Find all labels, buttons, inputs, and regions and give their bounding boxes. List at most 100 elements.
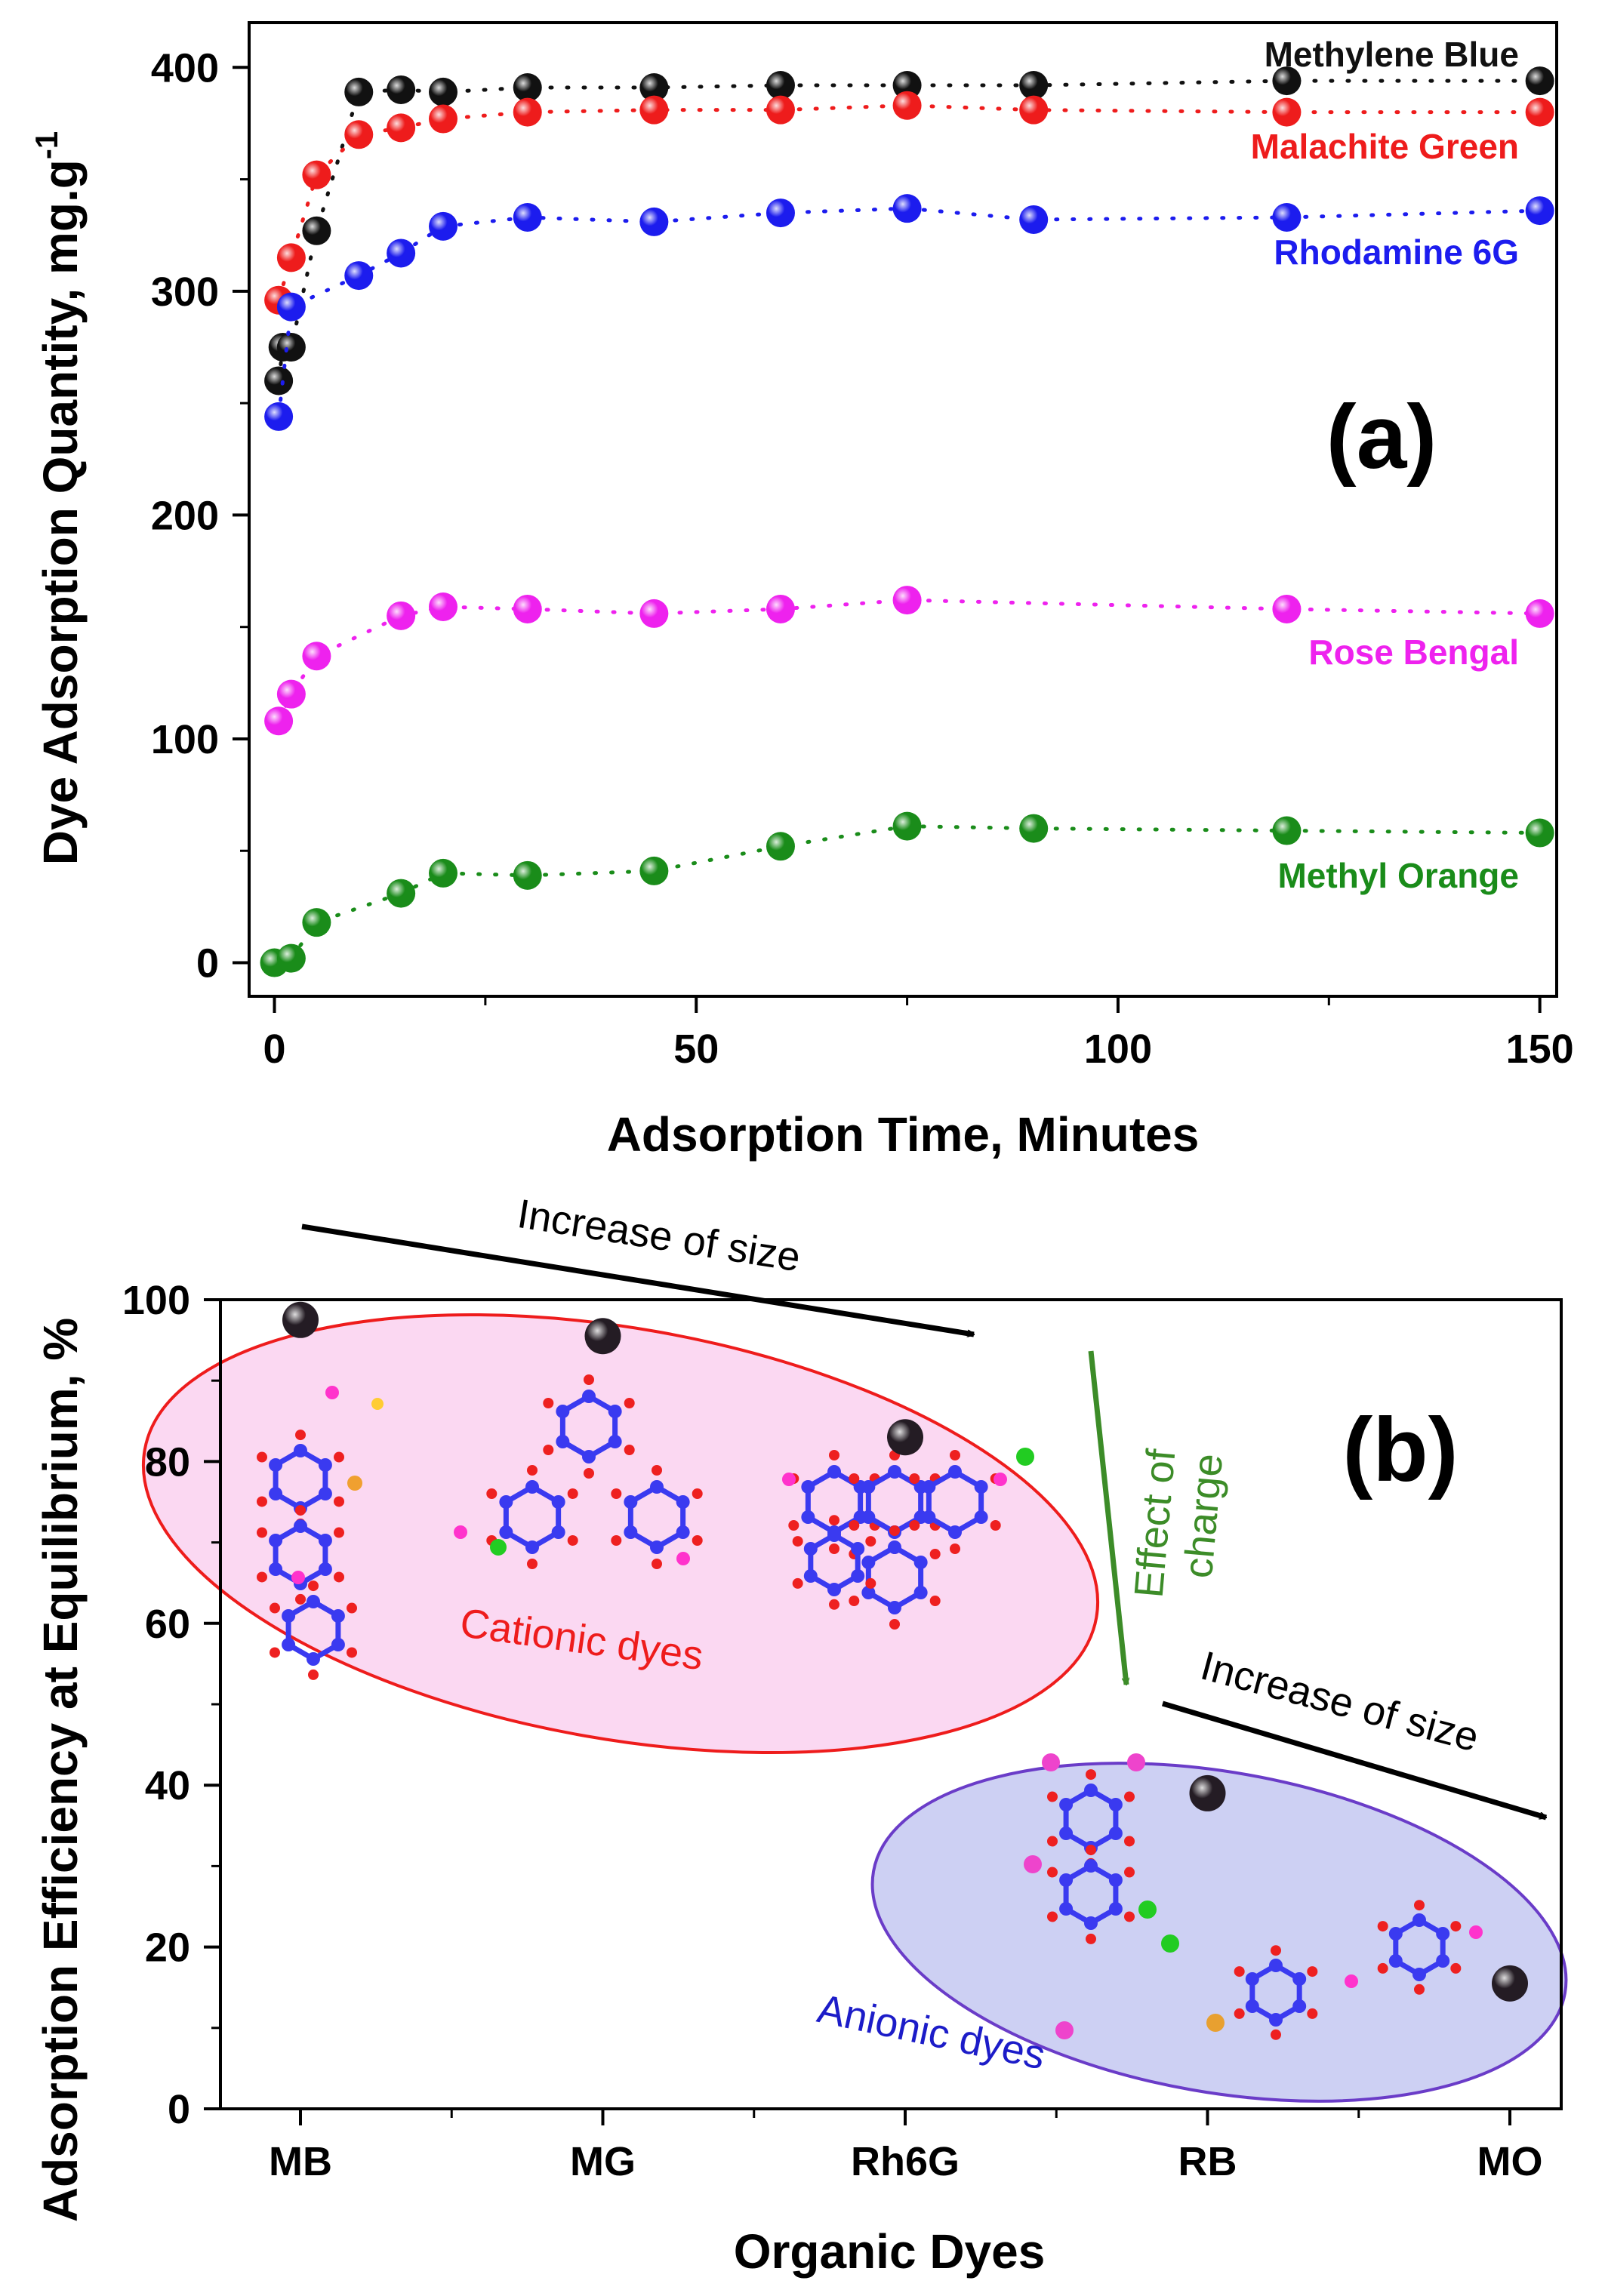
data-point-malachite-green xyxy=(639,95,669,125)
hydrogen-atom xyxy=(567,1488,578,1499)
hydrogen-atom xyxy=(1414,1900,1425,1911)
hydrogen-atom xyxy=(334,1496,345,1507)
hydrogen-atom xyxy=(652,1559,662,1569)
data-point-methyl-orange xyxy=(276,943,306,973)
hydrogen-atom xyxy=(792,1536,803,1547)
carbon-atom xyxy=(318,1562,332,1576)
panel-a-x-tick-label: 150 xyxy=(1506,1026,1574,1072)
carbon-atom xyxy=(331,1609,345,1623)
hydrogen-atom xyxy=(829,1599,839,1610)
data-point-rose-bengal xyxy=(1525,599,1554,628)
data-point-methylene-blue-highlight xyxy=(1525,66,1554,96)
data-point-methyl-orange-highlight xyxy=(429,858,458,888)
efficiency-point-rh6g xyxy=(887,1419,923,1456)
hydrogen-atom xyxy=(295,1593,306,1605)
series-rose-bengal xyxy=(264,586,1554,736)
data-point-rhodamine-6g xyxy=(264,402,294,431)
molecule-methylene-blue xyxy=(256,1386,384,1680)
carbon-atom xyxy=(269,1562,283,1576)
hydrogen-atom xyxy=(889,1619,900,1630)
data-point-methylene-blue xyxy=(513,73,542,102)
data-point-methylene-blue-highlight xyxy=(1272,66,1302,96)
carbon-atom xyxy=(282,1638,296,1651)
hetero-atom xyxy=(1042,1753,1060,1771)
panel-a-label: (a) xyxy=(1326,386,1437,488)
data-point-malachite-green-highlight xyxy=(766,95,795,125)
carbon-atom xyxy=(307,1652,320,1666)
data-point-methyl-orange xyxy=(1525,818,1554,848)
data-point-malachite-green-highlight xyxy=(1525,97,1554,127)
data-point-rhodamine-6g-highlight xyxy=(387,239,416,268)
data-point-methyl-orange xyxy=(513,860,542,890)
data-point-malachite-green xyxy=(429,104,458,134)
data-point-rhodamine-6g-highlight xyxy=(1525,196,1554,226)
carbon-atom xyxy=(1108,1798,1123,1811)
data-point-methyl-orange-highlight xyxy=(639,856,669,885)
carbon-atom xyxy=(294,1444,307,1457)
hydrogen-atom xyxy=(269,1602,280,1614)
data-point-malachite-green-highlight xyxy=(513,97,542,127)
data-point-rose-bengal-highlight xyxy=(276,679,306,709)
carbon-atom xyxy=(676,1495,690,1509)
series-label-methyl-orange: Methyl Orange xyxy=(1277,856,1519,895)
hydrogen-atom xyxy=(1046,1791,1058,1802)
hydrogen-atom xyxy=(543,1445,554,1455)
hydrogen-atom xyxy=(527,1465,538,1476)
carbon-atom xyxy=(318,1534,332,1547)
hydrogen-atom xyxy=(1414,1984,1425,1995)
data-point-rhodamine-6g-highlight xyxy=(264,402,294,431)
panel-b-x-tick-label: MG xyxy=(570,2139,636,2184)
hydrogen-atom xyxy=(1086,1769,1096,1780)
efficiency-point-rb-highlight xyxy=(1189,1774,1226,1811)
data-point-malachite-green-highlight xyxy=(387,113,416,143)
data-point-methyl-orange-highlight xyxy=(302,908,331,937)
data-point-rhodamine-6g-highlight xyxy=(1272,203,1302,232)
carbon-atom xyxy=(318,1487,332,1500)
molecule-rose-bengal xyxy=(1024,1753,1179,2039)
hetero-atom xyxy=(1138,1901,1157,1919)
data-point-malachite-green-highlight xyxy=(276,243,306,272)
data-point-methyl-orange xyxy=(639,856,669,885)
panel-a-y-axis-label-text: Dye Adsorption Quantity, mg.g xyxy=(33,159,88,865)
carbon-atom xyxy=(1269,2013,1283,2027)
data-point-malachite-green xyxy=(344,120,374,149)
carbon-atom xyxy=(1388,1927,1403,1941)
charge-annotation-line2: charge xyxy=(1175,1452,1231,1580)
data-point-rhodamine-6g-highlight xyxy=(892,194,922,223)
data-point-rhodamine-6g-highlight xyxy=(639,207,669,236)
data-point-rhodamine-6g xyxy=(1019,205,1049,234)
hydrogen-atom xyxy=(929,1549,941,1559)
carbon-atom xyxy=(861,1510,876,1524)
series-rhodamine-6g xyxy=(264,194,1554,431)
hydrogen-atom xyxy=(849,1596,860,1606)
hydrogen-atom xyxy=(584,1374,594,1385)
data-point-rhodamine-6g xyxy=(276,292,306,322)
panel-b-x-tick-label: Rh6G xyxy=(851,2139,960,2184)
carbon-atom xyxy=(525,1480,539,1494)
carbon-atom xyxy=(331,1638,345,1651)
data-point-methylene-blue xyxy=(639,73,669,102)
molecule-malachite-green xyxy=(454,1374,703,1569)
efficiency-point-mg-highlight xyxy=(584,1318,621,1355)
data-point-methylene-blue-highlight xyxy=(387,75,416,104)
carbon-atom xyxy=(556,1435,570,1448)
panel-b-y-tick-label: 40 xyxy=(145,1763,190,1808)
hydrogen-atom xyxy=(829,1515,839,1526)
data-point-rose-bengal-highlight xyxy=(429,592,458,621)
carbon-atom xyxy=(307,1595,320,1608)
hydrogen-atom xyxy=(1271,1945,1281,1956)
data-point-methylene-blue-highlight xyxy=(892,71,922,100)
data-point-rose-bengal-highlight xyxy=(892,586,922,615)
carbon-atom xyxy=(827,1583,841,1596)
hydrogen-atom xyxy=(256,1451,267,1463)
carbon-atom xyxy=(624,1495,638,1509)
data-point-methylene-blue-highlight xyxy=(264,366,294,395)
hetero-atom xyxy=(1345,1974,1358,1988)
data-point-rose-bengal-highlight xyxy=(387,601,416,630)
data-point-malachite-green-highlight xyxy=(892,91,922,120)
carbon-atom xyxy=(1059,1902,1074,1916)
carbon-atom xyxy=(974,1510,988,1524)
molecule-methyl-orange xyxy=(1206,1900,1483,2040)
hetero-atom xyxy=(1206,2014,1225,2032)
hydrogen-atom xyxy=(347,1647,358,1658)
